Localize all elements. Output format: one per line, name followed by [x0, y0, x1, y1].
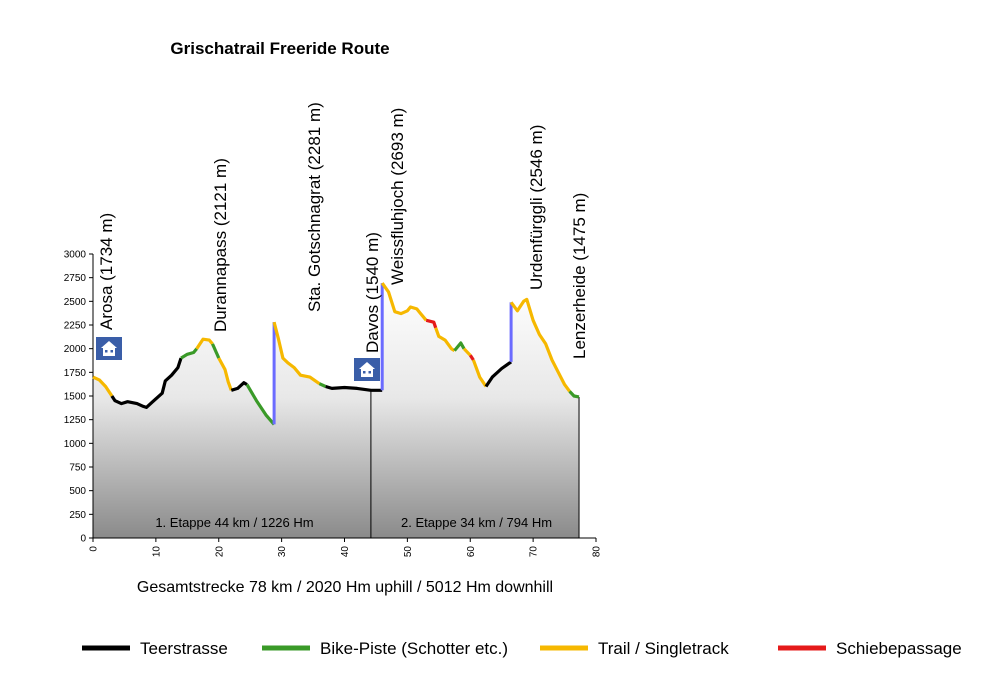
hut-icon-roof: [101, 341, 117, 348]
x-tick-label: 50: [403, 546, 414, 558]
route-segment-trail: [380, 282, 428, 322]
route-segment-piste: [318, 382, 327, 388]
y-tick-label: 1250: [64, 415, 87, 426]
route-segment-trail: [195, 337, 214, 350]
axes: 0250500750100012501500175020002250250027…: [64, 250, 603, 558]
route-segment-push: [425, 318, 438, 329]
route-segment-trail: [434, 327, 456, 352]
x-tick-label: 70: [529, 546, 540, 558]
y-tick-label: 3000: [64, 250, 87, 261]
route-segment-piste: [245, 383, 276, 426]
hut-icon-window: [363, 371, 366, 374]
x-tick-label: 60: [466, 546, 477, 558]
elevation-fill: [93, 283, 580, 538]
route-segment-trail: [272, 321, 321, 386]
route-segment-road: [110, 357, 183, 409]
waypoint-label: Lenzerheide (1475 m): [570, 193, 589, 359]
y-tick-label: 1000: [64, 439, 87, 450]
route-segment-piste: [453, 341, 466, 352]
hut-icon-roof: [359, 362, 375, 369]
legend-label-push: Schiebepassage: [836, 639, 962, 658]
hut-icon-window: [105, 350, 108, 353]
stage-label: 2. Etappe 34 km / 794 Hm: [401, 515, 552, 530]
y-tick-label: 1750: [64, 368, 87, 379]
waypoint-label: Davos (1540 m): [363, 232, 382, 353]
legend-label-road: Teerstrasse: [140, 639, 228, 658]
waypoint-label: Urdenfürggli (2546 m): [527, 125, 546, 290]
y-tick-label: 500: [69, 486, 86, 497]
y-tick-label: 1500: [64, 392, 87, 403]
waypoint-labels: Arosa (1734 m) Durannapass (2121 m) Sta. G…: [96, 102, 589, 381]
waypoint-label: Weissfluhjoch (2693 m): [388, 108, 407, 285]
route-segment-road: [484, 360, 513, 388]
stage-labels: 1. Etappe 44 km / 1226 Hm 2. Etappe 34 km…: [155, 515, 552, 530]
stage-label: 1. Etappe 44 km / 1226 Hm: [155, 515, 313, 530]
y-tick-label: 2500: [64, 297, 87, 308]
hut-icon-walls: [103, 348, 115, 356]
route-segment-piste: [568, 390, 580, 399]
route-segment-trail: [471, 359, 488, 388]
route-segment-piste: [211, 343, 221, 359]
y-tick-label: 2250: [64, 321, 87, 332]
y-tick-label: 250: [69, 510, 86, 521]
x-tick-label: 0: [89, 546, 100, 552]
legend-label-trail: Trail / Singletrack: [598, 639, 729, 658]
route-segment-piste: [180, 347, 198, 360]
y-tick-label: 2000: [64, 344, 87, 355]
x-tick-label: 30: [277, 546, 288, 558]
legend-label-piste: Bike-Piste (Schotter etc.): [320, 639, 508, 658]
route-segment-trail: [92, 375, 114, 397]
hut-icon-walls: [361, 369, 373, 377]
route-segment-road: [230, 381, 248, 392]
route-segment-push: [468, 354, 475, 361]
x-tick-label: 20: [214, 546, 225, 558]
waypoint-label: Durannapass (2121 m): [211, 158, 230, 332]
hut-icon-window: [110, 350, 113, 353]
hut-icon-window: [368, 371, 371, 374]
total-distance-label: Gesamtstrecke 78 km / 2020 Hm uphill / 5…: [137, 579, 553, 596]
x-tick-label: 80: [592, 546, 603, 558]
hut-icon: [354, 358, 380, 381]
route-segment-trail: [462, 347, 472, 357]
elevation-area: [93, 283, 580, 538]
legend: Teerstrasse Bike-Piste (Schotter etc.) Tra…: [82, 639, 962, 658]
route-segment-trail: [217, 357, 233, 391]
y-tick-label: 0: [80, 534, 86, 545]
waypoint-label: Arosa (1734 m): [97, 213, 116, 330]
route-segments: [92, 282, 580, 426]
route-segment-road: [325, 384, 383, 392]
y-tick-label: 750: [69, 463, 86, 474]
x-tick-label: 10: [151, 546, 162, 558]
route-segment-trail: [509, 297, 571, 393]
waypoint-label: Sta. Gotschnagrat (2281 m): [305, 102, 324, 312]
chart-title: Grischatrail Freeride Route: [170, 39, 389, 58]
x-tick-label: 40: [340, 546, 351, 558]
hut-icon: [96, 337, 122, 360]
y-tick-label: 2750: [64, 273, 87, 284]
